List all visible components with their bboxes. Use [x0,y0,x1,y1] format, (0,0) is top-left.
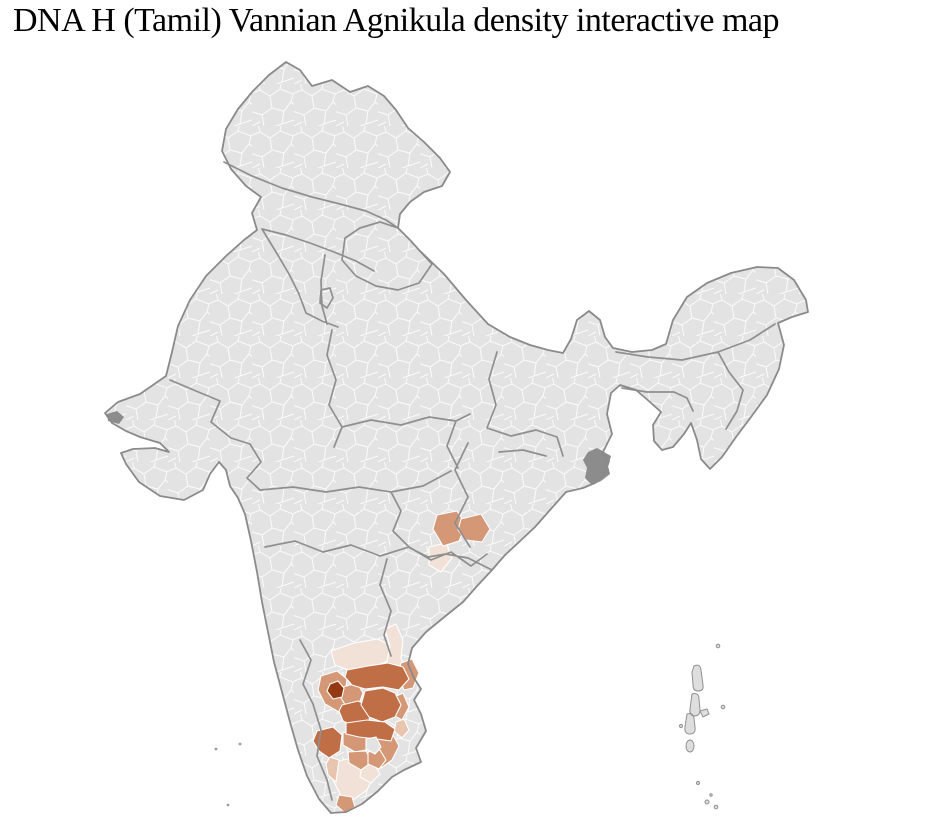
district-polygon[interactable] [345,719,396,742]
highlighted-districts [312,510,491,814]
island-dot[interactable] [720,704,726,710]
district-polygon[interactable] [360,687,402,723]
district-polygon[interactable] [344,662,410,691]
district-mesh-overlay [105,62,808,813]
district-polygon[interactable] [325,756,340,783]
island-dot[interactable] [715,643,721,649]
nicobar-island-dot[interactable] [704,799,710,805]
nicobar-island-dot[interactable] [709,793,713,797]
state-borders [169,161,776,801]
island-dot[interactable] [226,803,230,807]
island-dot[interactable] [238,742,242,746]
district-polygon[interactable] [457,513,491,543]
little-andaman-island[interactable] [685,739,695,753]
page-title: DNA H (Tamil) Vannian Agnikula density i… [13,2,780,39]
district-polygon[interactable] [347,750,373,771]
district-polygon[interactable] [326,680,345,700]
andaman-islands[interactable] [679,643,726,810]
nicobar-island-dot[interactable] [713,804,719,810]
island-dot[interactable] [679,724,683,728]
sundarbans-dark-region[interactable] [583,448,611,485]
andaman-island-shape[interactable] [684,664,710,735]
lakshadweep-islands[interactable] [214,742,242,807]
island-dot[interactable] [696,781,700,785]
district-polygon[interactable] [432,510,467,547]
district-polygon[interactable] [365,736,382,755]
island-dot[interactable] [214,747,218,751]
